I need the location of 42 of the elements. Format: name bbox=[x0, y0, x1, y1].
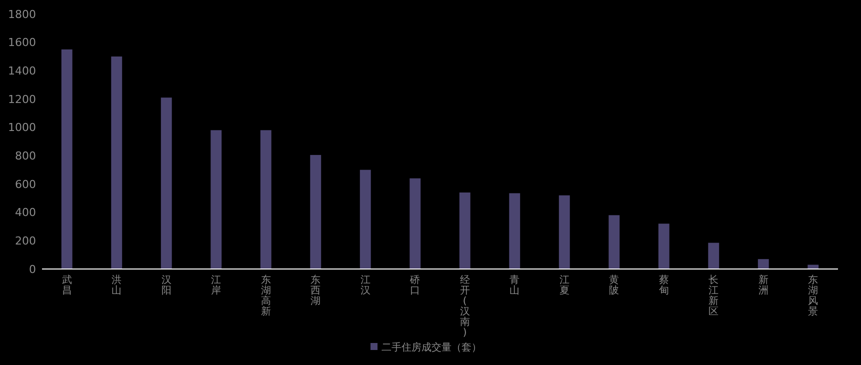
bar bbox=[708, 242, 720, 269]
y-tick-label: 0 bbox=[29, 262, 36, 276]
x-tick-label: 东湖高新 bbox=[260, 274, 271, 318]
bar bbox=[410, 178, 421, 269]
bar bbox=[509, 193, 520, 269]
y-tick-label: 400 bbox=[15, 206, 36, 220]
x-tick-label: 新洲 bbox=[758, 274, 768, 296]
y-tick-label: 200 bbox=[15, 234, 36, 248]
x-tick-label: 青山 bbox=[510, 274, 520, 296]
x-tick-label: 蔡甸 bbox=[658, 274, 669, 296]
bar bbox=[608, 215, 620, 269]
y-tick-label: 1400 bbox=[8, 64, 36, 78]
y-tick-label: 1800 bbox=[8, 8, 36, 21]
x-tick-label: 东西湖 bbox=[310, 274, 321, 307]
y-tick-label: 1000 bbox=[8, 121, 36, 134]
x-tick-label: 武昌 bbox=[62, 274, 72, 296]
y-tick-label: 600 bbox=[15, 178, 36, 191]
bar bbox=[111, 56, 122, 269]
y-tick-label: 1200 bbox=[8, 92, 36, 106]
bar bbox=[459, 192, 470, 269]
x-tick-label: 黄陂 bbox=[609, 274, 620, 296]
bar bbox=[310, 154, 322, 269]
bar bbox=[558, 195, 570, 269]
bar bbox=[360, 170, 371, 269]
bar bbox=[210, 130, 222, 269]
bar bbox=[61, 49, 72, 269]
legend-label: 二手住房成交量（套） bbox=[382, 342, 482, 354]
bar bbox=[658, 224, 670, 269]
x-tick-label: 东湖风景 bbox=[808, 274, 818, 318]
x-tick-label: 经开(汉南) bbox=[460, 274, 470, 338]
y-tick-label: 800 bbox=[15, 150, 36, 163]
x-tick-label: 江岸 bbox=[211, 274, 222, 296]
x-tick-label: 江汉 bbox=[360, 274, 370, 296]
x-tick-label: 洪山 bbox=[112, 274, 122, 296]
bar bbox=[758, 259, 769, 269]
x-tick-label: 汉阳 bbox=[161, 274, 172, 296]
x-tick-label: 硚口 bbox=[409, 274, 420, 296]
x-tick-label: 江夏 bbox=[559, 274, 570, 296]
y-tick-label: 1600 bbox=[8, 36, 36, 50]
x-tick-label: 长江新区 bbox=[708, 274, 719, 318]
bar bbox=[160, 98, 172, 269]
bar bbox=[260, 130, 272, 269]
